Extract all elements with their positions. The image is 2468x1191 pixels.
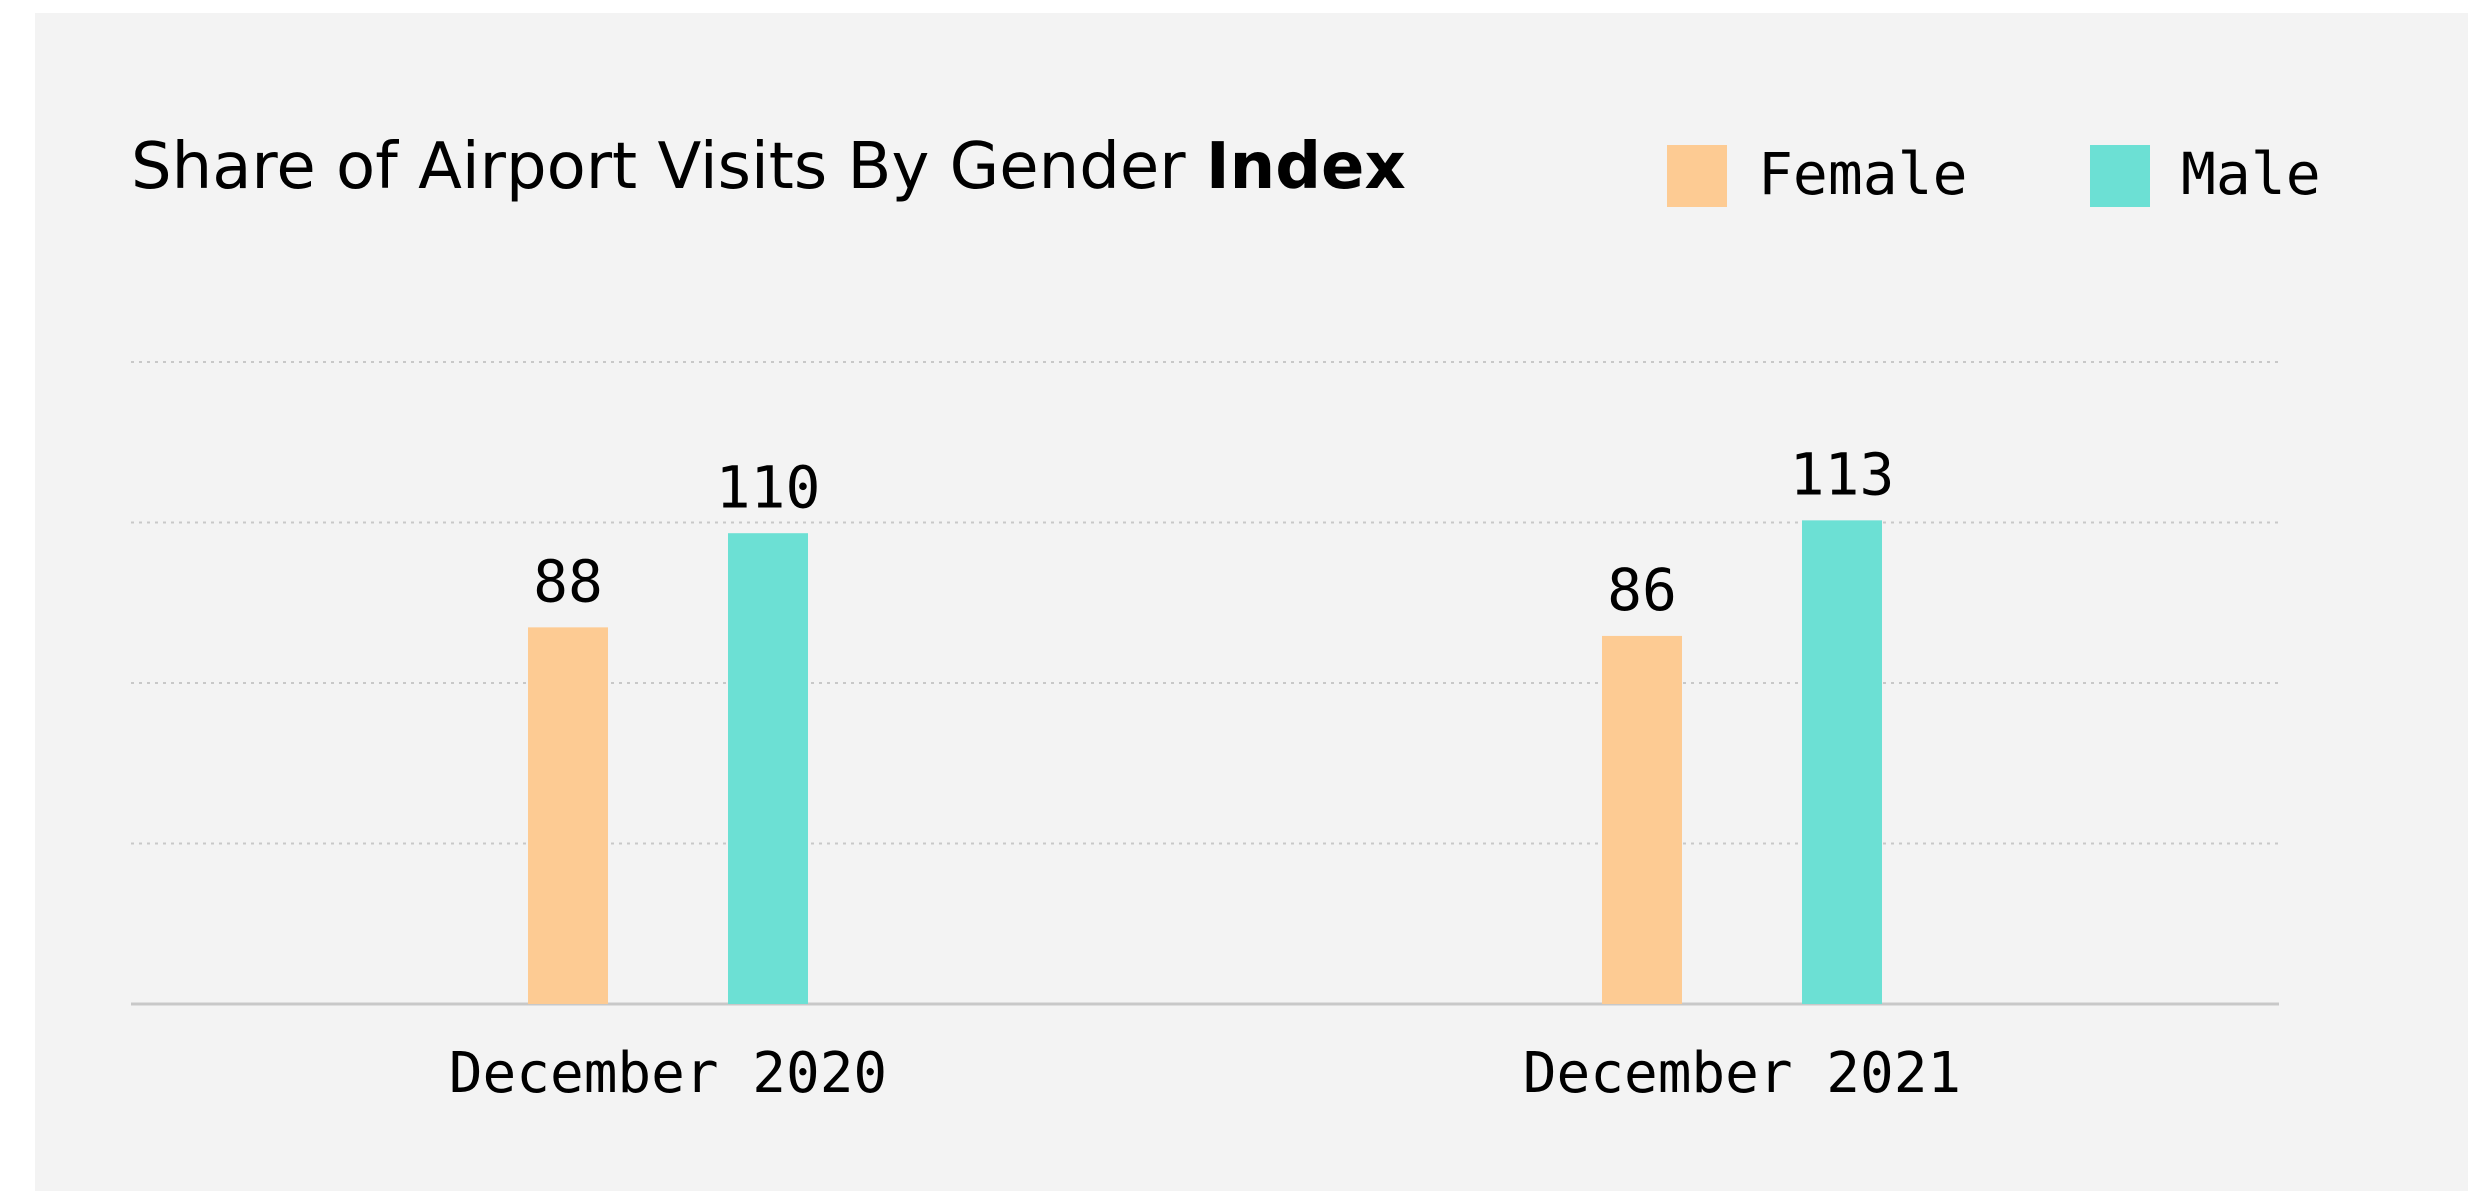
chart-title: Share of Airport Visits By Gender Index	[131, 130, 1406, 204]
legend-label: Male	[2181, 140, 2321, 208]
bar	[528, 627, 608, 1004]
data-label: 113	[1790, 440, 1895, 508]
legend-swatch	[1667, 145, 1727, 207]
data-label: 88	[533, 547, 603, 615]
legend-label: Female	[1758, 140, 1968, 208]
x-tick-label: December 2020	[449, 1041, 887, 1106]
bar	[1802, 520, 1882, 1004]
title-main: Share of Airport Visits By Gender	[131, 130, 1186, 204]
data-label: 110	[716, 453, 821, 521]
title-emphasis: Index	[1206, 130, 1406, 204]
bar	[1602, 635, 1682, 1004]
panel	[35, 13, 2468, 1191]
x-tick-label: December 2021	[1523, 1041, 1961, 1106]
bar	[728, 533, 808, 1004]
legend-swatch	[2090, 145, 2150, 207]
data-label: 86	[1607, 556, 1677, 624]
